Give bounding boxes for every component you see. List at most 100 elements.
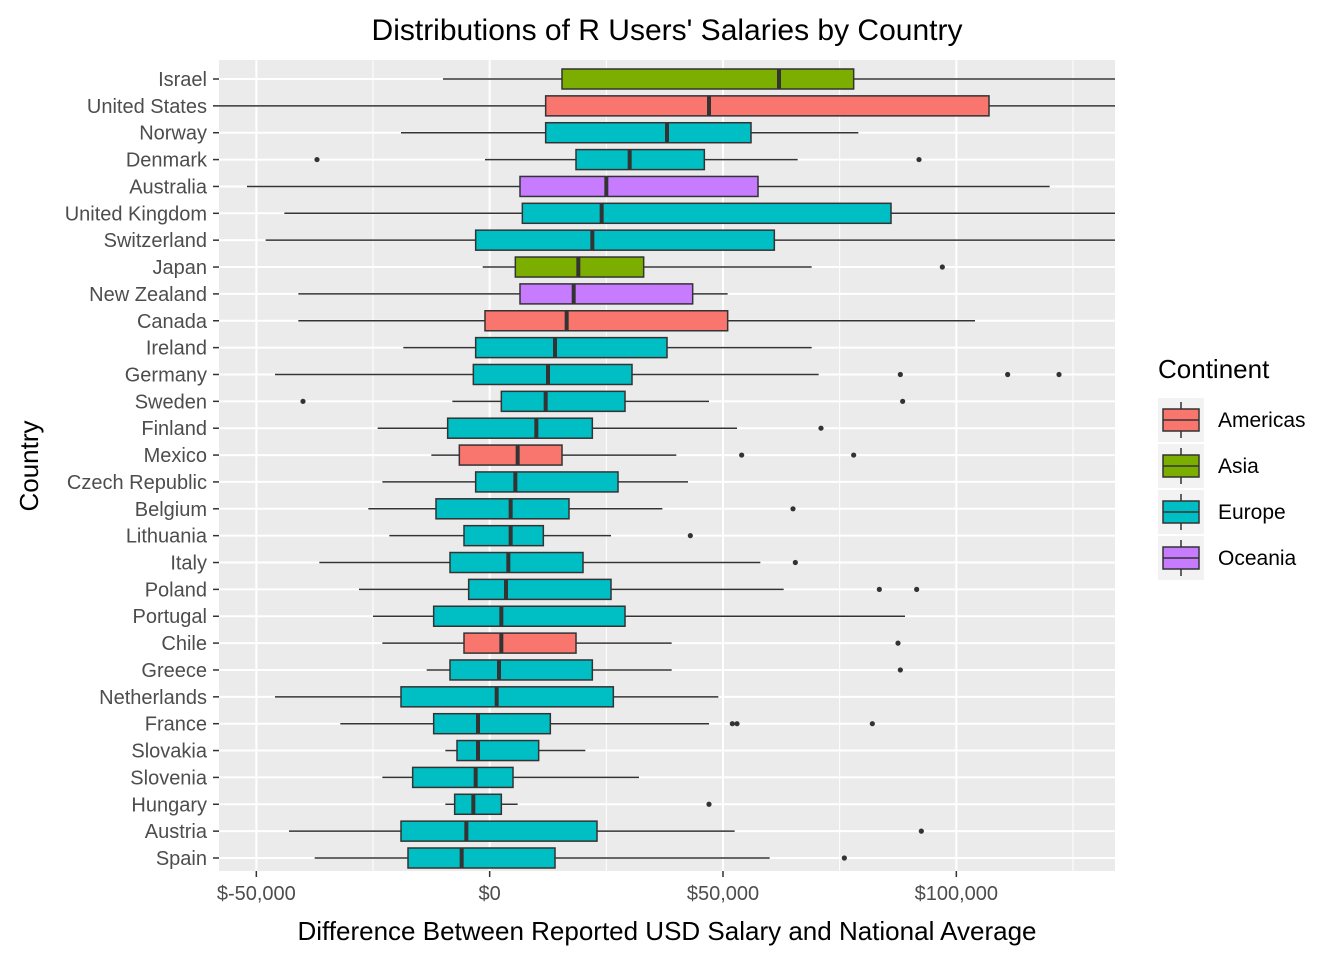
y-tick-label: Sweden [135, 391, 207, 413]
x-tick-label: $-50,000 [217, 883, 296, 905]
box-iqr [463, 524, 545, 547]
outlier-point [1005, 371, 1011, 378]
y-tick-label: Australia [129, 176, 208, 198]
y-tick-label: Italy [170, 553, 207, 575]
outlier-point [895, 640, 901, 646]
outlier-point [918, 828, 924, 834]
box-iqr [467, 578, 612, 601]
y-tick-label: Poland [145, 579, 207, 601]
y-tick-label: Austria [145, 821, 208, 843]
legend-label: Americas [1218, 409, 1306, 432]
box-iqr [472, 363, 633, 386]
y-tick-label: Hungary [131, 794, 207, 816]
outlier-point [869, 721, 875, 727]
x-axis-labels: $-50,000 $0 $50,000 $100,000 [217, 871, 998, 905]
y-tick-label: Switzerland [104, 230, 207, 252]
outlier-point [1056, 371, 1062, 378]
legend-label: Oceania [1218, 547, 1297, 570]
outlier-point [818, 425, 824, 431]
box-iqr [474, 471, 619, 493]
box-iqr [400, 820, 598, 842]
legend-label: Asia [1218, 455, 1259, 478]
outlier-point [851, 452, 857, 458]
outlier-point [300, 398, 306, 404]
outlier-point [734, 721, 740, 727]
y-tick-label: Chile [161, 633, 207, 655]
box-iqr [453, 793, 503, 816]
x-tick-label: $0 [479, 883, 501, 905]
box-iqr [407, 847, 556, 869]
outlier-point [790, 506, 796, 512]
box-iqr [435, 498, 570, 520]
box-iqr [500, 390, 626, 413]
y-tick-label: Spain [156, 848, 207, 870]
y-tick-label: United States [87, 96, 207, 118]
y-tick-label: New Zealand [89, 284, 207, 306]
y-tick-label: France [145, 714, 207, 736]
outlier-point [897, 371, 903, 378]
box-iqr [519, 175, 759, 198]
x-tick-label: $50,000 [687, 883, 759, 905]
y-tick-label: Ireland [146, 338, 207, 360]
boxes-layer [219, 68, 1115, 869]
y-tick-label: Japan [153, 257, 208, 279]
outlier-point [914, 586, 920, 592]
y-tick-label: United Kingdom [65, 203, 207, 225]
y-tick-label: Lithuania [126, 526, 208, 548]
box-iqr [458, 444, 563, 466]
box-iqr [521, 202, 892, 225]
y-tick-label: Germany [125, 364, 207, 386]
y-tick-label: Netherlands [99, 687, 207, 709]
outlier-point [739, 452, 745, 458]
legend: Continent Americas Asia Europe Oceania [1158, 354, 1306, 580]
outlier-point [897, 667, 903, 673]
y-tick-label: Slovenia [130, 767, 208, 789]
x-tick-label: $100,000 [915, 883, 998, 905]
outlier-point [706, 801, 712, 807]
y-tick-label: Greece [141, 660, 207, 682]
y-axis-labels: Israel United States Norway Denmark Australi… [65, 69, 219, 870]
outlier-point [876, 586, 882, 592]
y-tick-label: Mexico [144, 445, 207, 467]
y-tick-label: Slovakia [131, 741, 207, 763]
box-iqr [456, 739, 540, 762]
outlier-point [900, 398, 906, 404]
y-tick-label: Portugal [133, 606, 208, 628]
y-tick-label: Canada [137, 311, 208, 333]
chart-title: Distributions of R Users' Salaries by Co… [372, 14, 963, 47]
outlier-point [687, 533, 693, 539]
box-iqr [544, 121, 752, 144]
outlier-point [729, 721, 735, 727]
box-iqr [446, 417, 594, 439]
outlier-point [314, 156, 320, 163]
y-tick-label: Israel [158, 69, 207, 91]
box-iqr [544, 95, 990, 117]
y-tick-label: Denmark [126, 150, 208, 172]
outlier-point [792, 559, 798, 566]
box-iqr [463, 632, 577, 654]
legend-title: Continent [1158, 354, 1270, 384]
y-axis-title: Country [14, 420, 44, 511]
x-axis-title: Difference Between Reported USD Salary a… [297, 916, 1036, 946]
outlier-point [841, 855, 847, 861]
outlier-point [939, 264, 945, 270]
y-tick-label: Czech Republic [67, 472, 207, 494]
box-iqr [449, 551, 584, 574]
box-iqr [519, 283, 694, 305]
box-iqr [432, 712, 552, 735]
box-iqr [474, 229, 776, 251]
box-iqr [561, 68, 855, 90]
outlier-point [916, 156, 922, 163]
box-iqr [449, 659, 594, 681]
y-tick-label: Belgium [135, 499, 207, 521]
legend-label: Europe [1218, 501, 1286, 524]
box-iqr [474, 336, 668, 359]
box-iqr [432, 605, 626, 627]
y-tick-label: Norway [139, 123, 207, 145]
box-iqr [575, 148, 706, 171]
y-tick-label: Finland [141, 418, 207, 440]
box-iqr [484, 310, 729, 332]
box-iqr [411, 766, 514, 789]
